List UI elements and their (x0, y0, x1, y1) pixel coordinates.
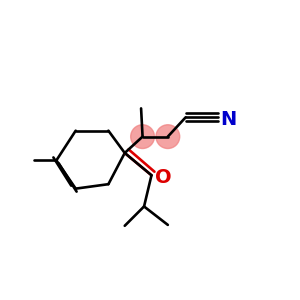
Text: O: O (155, 168, 172, 187)
Circle shape (156, 125, 180, 148)
Circle shape (131, 125, 154, 148)
Text: N: N (220, 110, 237, 129)
